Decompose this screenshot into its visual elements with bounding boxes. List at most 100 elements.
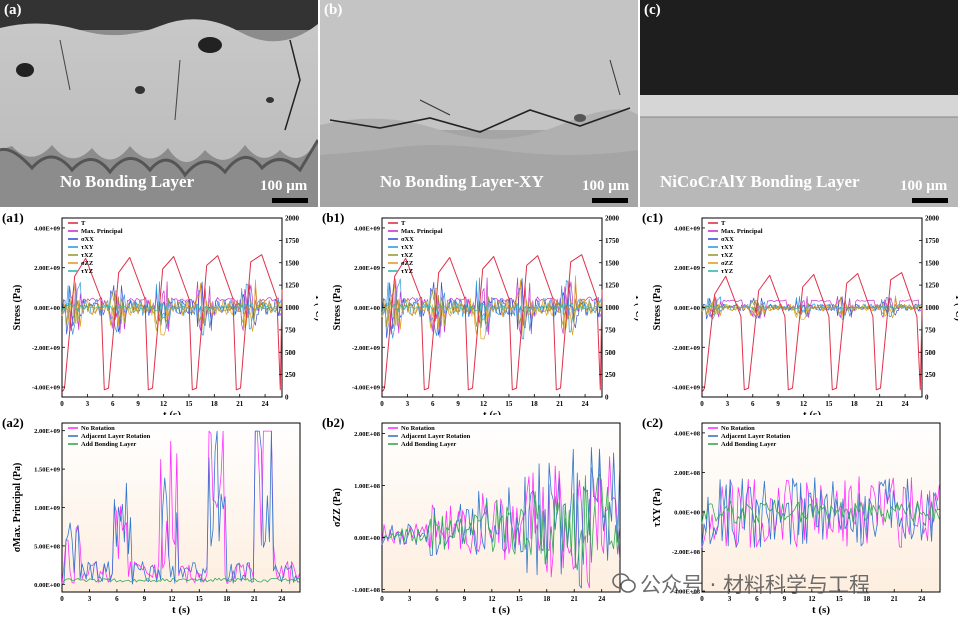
y-tick-label: 0.00E+00 <box>354 535 380 542</box>
chart-c1-y-label: Stress (Pa) <box>652 285 663 331</box>
legend-entry: τXY <box>721 244 734 251</box>
y2-tick-label: 500 <box>925 349 936 357</box>
legend-entry: T <box>81 220 86 227</box>
chart-c1-axes: 0 3 6 9 12 15 18 21 24 -4.00E+09 -2.00E+09 0.00E+00… <box>642 210 958 415</box>
x-tick-label: 6 <box>111 400 115 408</box>
chart-b1-series-1 <box>381 277 602 338</box>
chart-c1-x-label: t (s) <box>803 409 821 415</box>
micrograph-b-scale-bar <box>592 198 628 203</box>
chart-a1-temperature-line <box>61 254 283 393</box>
y2-tick-label: 750 <box>925 326 936 334</box>
chart-b2-y-label: σZZ (Pa) <box>332 488 343 527</box>
legend-entry: σZZ <box>721 260 733 267</box>
chart-a1-series-5 <box>61 279 282 336</box>
y2-tick-label: 1000 <box>285 304 300 312</box>
legend-entry: σXX <box>401 236 414 243</box>
x-tick-label: 24 <box>582 400 590 408</box>
y2-tick-label: 1000 <box>925 304 940 312</box>
micrograph-c <box>640 0 958 207</box>
y-tick-label: 1.00E+08 <box>354 483 381 490</box>
x-tick-label: 18 <box>531 400 539 408</box>
micrograph-a-scale-bar <box>272 198 308 203</box>
y-tick-label: 2.00E+09 <box>34 265 61 272</box>
legend-entry: τXZ <box>721 252 733 259</box>
chart-b1-svg: 0 3 6 9 12 15 18 21 24 -4.00E+09 -2.00E+09 0.00E+00… <box>322 210 638 415</box>
chart-b1-y2-label: T (°C) <box>633 294 638 321</box>
x-tick-label: 24 <box>262 400 270 408</box>
x-tick-label: 15 <box>836 595 844 603</box>
legend-entry: Adjacent Layer Rotation <box>81 433 151 440</box>
legend-entry: τYZ <box>81 268 93 275</box>
chart-c1-y2-label: T (°C) <box>953 294 958 321</box>
x-tick-label: 0 <box>60 595 64 603</box>
chart-a2-svg: 0 3 6 9 12 15 18 21 24 0.00E+00 5.00E+08 1.00E+09 1.… <box>2 415 301 616</box>
legend-entry: Adjacent Layer Rotation <box>401 433 471 440</box>
y-tick-label: 4.00E+08 <box>674 430 701 437</box>
x-tick-label: 21 <box>251 595 259 603</box>
y2-tick-label: 1250 <box>925 282 940 290</box>
x-tick-label: 24 <box>918 595 926 603</box>
chart-panel-a1: 0 3 6 9 12 15 18 21 24 -4.00E+09 -2.00E+09 0.00E+00… <box>0 210 318 415</box>
micrograph-c-scale-label: 100 μm <box>900 178 948 194</box>
chart-c1-svg: 0 3 6 9 12 15 18 21 24 -4.00E+09 -2.00E+09 0.00E+00… <box>642 210 958 415</box>
x-tick-label: 24 <box>278 595 286 603</box>
x-tick-label: 12 <box>800 400 808 408</box>
chart-a2-series-2 <box>61 577 300 583</box>
chart-b1-x-label: t (s) <box>483 409 501 415</box>
y2-tick-label: 500 <box>285 349 296 357</box>
chart-panel-c1: 0 3 6 9 12 15 18 21 24 -4.00E+09 -2.00E+09 0.00E+00… <box>640 210 958 415</box>
chart-c2-series-0 <box>701 476 940 548</box>
legend-entry: Max. Principal <box>81 228 123 235</box>
micrograph-a-label: (a) <box>4 2 22 18</box>
x-tick-label: 18 <box>851 400 859 408</box>
y2-tick-label: 1500 <box>605 259 620 267</box>
y-tick-label: 2.00E+08 <box>674 470 701 477</box>
x-tick-label: 0 <box>380 400 384 408</box>
y-tick-label: 2.00E+09 <box>34 428 61 435</box>
y-tick-label: -1.00E+08 <box>352 587 381 594</box>
legend-entry: Add Bonding Layer <box>401 441 456 448</box>
chart-a2-axes: 0 3 6 9 12 15 18 21 24 0.00E+00 5.00E+08 1.00E+09 1.… <box>2 415 286 616</box>
chart-c2-series-2 <box>701 499 940 524</box>
chart-a2-x-label: t (s) <box>172 604 190 616</box>
y-tick-label: -4.00E+08 <box>672 589 701 596</box>
chart-b2-panel-label: (b2) <box>322 415 344 430</box>
chart-b2-x-label: t (s) <box>492 604 510 616</box>
legend-entry: Add Bonding Layer <box>721 441 776 448</box>
y-tick-label: 4.00E+09 <box>354 225 381 232</box>
micrograph-a-caption: No Bonding Layer <box>60 172 195 191</box>
x-tick-label: 21 <box>236 400 244 408</box>
chart-a1-y-label: Stress (Pa) <box>12 285 23 331</box>
chart-b2-series-1 <box>381 447 620 589</box>
chart-c1-series-1 <box>701 296 922 320</box>
x-tick-label: 9 <box>783 595 787 603</box>
legend-entry: No Rotation <box>721 425 755 432</box>
y-tick-label: 5.00E+08 <box>34 543 61 550</box>
micrograph-c-label: (c) <box>644 2 661 18</box>
wechat-icon <box>612 573 636 593</box>
x-tick-label: 15 <box>516 595 524 603</box>
chart-c1-panel-label: (c1) <box>642 210 663 225</box>
x-tick-label: 9 <box>456 400 460 408</box>
legend-entry: τYZ <box>721 268 733 275</box>
x-tick-label: 15 <box>196 595 204 603</box>
y-tick-label: -4.00E+09 <box>672 385 701 392</box>
x-tick-label: 12 <box>488 595 496 603</box>
chart-a1-series-6 <box>62 303 282 312</box>
chart-c2-svg: 0 3 6 9 12 15 18 21 24 -4.00E+08 -2.00E+08 0.00E+00… <box>642 415 941 616</box>
micrograph-b-image <box>320 0 638 207</box>
y2-tick-label: 250 <box>925 371 936 379</box>
chart-b1-series-4 <box>381 289 602 327</box>
y-tick-label: 1.00E+09 <box>34 505 61 512</box>
legend-entry: σZZ <box>401 260 413 267</box>
x-tick-label: 24 <box>598 595 606 603</box>
x-tick-label: 3 <box>728 595 732 603</box>
x-tick-label: 9 <box>136 400 140 408</box>
micrograph-c-image <box>640 0 958 207</box>
y-tick-label: -2.00E+08 <box>672 549 701 556</box>
chart-c1-series-6 <box>702 305 922 310</box>
legend-entry: No Rotation <box>81 425 115 432</box>
chart-b1-series-6 <box>382 302 602 313</box>
